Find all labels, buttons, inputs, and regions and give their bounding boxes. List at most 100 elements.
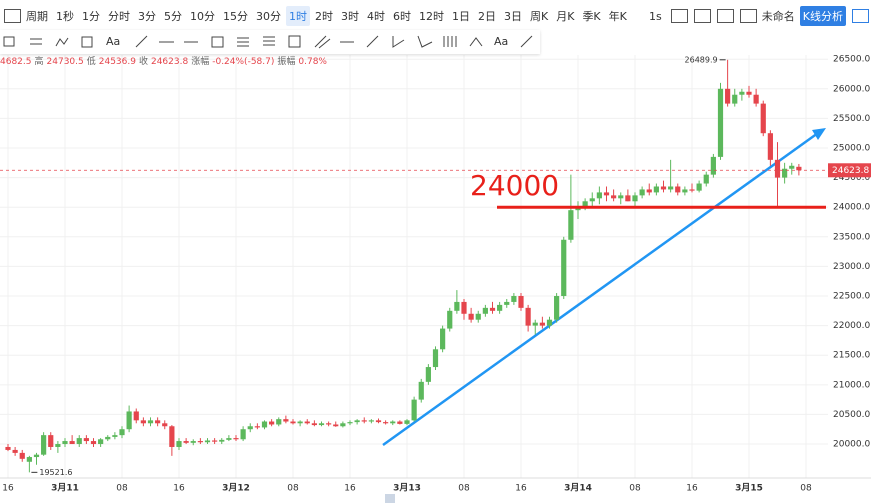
tool-box[interactable] xyxy=(81,36,93,48)
candle-body xyxy=(276,419,282,425)
tool-angle[interactable] xyxy=(469,37,483,47)
period-label[interactable]: 周期 xyxy=(26,10,48,23)
period-option[interactable]: 6时 xyxy=(393,10,411,23)
y-tick-label: 26500.0 xyxy=(833,55,870,65)
last-price-tag xyxy=(828,163,871,178)
candle-body xyxy=(76,438,82,445)
tool-channel[interactable] xyxy=(314,35,327,48)
x-tick-label: 16 xyxy=(2,484,14,494)
candle-body xyxy=(739,91,745,95)
tool-text[interactable]: Aa xyxy=(494,35,508,48)
candle-body xyxy=(425,367,431,382)
max-label: 26489.9 xyxy=(685,55,718,64)
candle-body xyxy=(62,441,68,445)
period-option[interactable]: 15分 xyxy=(223,10,248,23)
y-tick-label: 25000.0 xyxy=(833,144,870,154)
candle-body xyxy=(717,88,724,157)
candle-body xyxy=(689,189,695,191)
candle-body xyxy=(219,439,225,442)
candle-body xyxy=(5,446,11,450)
y-tick-label: 20500.0 xyxy=(833,410,870,420)
period-option[interactable]: 3时 xyxy=(341,10,359,23)
period-option[interactable]: 3分 xyxy=(138,10,156,23)
period-option[interactable]: 1秒 xyxy=(56,10,74,23)
candle-body xyxy=(390,421,396,424)
trend-arrow xyxy=(812,128,826,140)
candle-body xyxy=(582,201,588,208)
period-option[interactable]: 1日 xyxy=(452,10,470,23)
period-option[interactable]: 2日 xyxy=(478,10,496,23)
candle-body xyxy=(368,420,374,422)
candle-body xyxy=(732,94,738,104)
candle-body xyxy=(226,438,232,440)
fullscreen-icon[interactable] xyxy=(716,9,734,23)
tool-arrow[interactable] xyxy=(366,35,379,48)
tool-pitch[interactable] xyxy=(417,35,433,48)
tool-rect2[interactable] xyxy=(211,36,224,48)
tool-fan[interactable] xyxy=(392,36,405,48)
candle-body xyxy=(140,420,146,424)
candle-body xyxy=(155,420,161,424)
hline-label: 24000 xyxy=(470,169,559,202)
x-tick-label: 16 xyxy=(344,484,356,494)
y-tick-label: 24500.0 xyxy=(833,173,870,183)
candle-body xyxy=(311,423,317,426)
tool-frame[interactable] xyxy=(288,35,301,48)
candle-body xyxy=(190,441,196,443)
info-item: 涨幅 xyxy=(191,57,210,67)
y-tick-label: 21000.0 xyxy=(833,380,870,390)
candle-body xyxy=(126,411,132,430)
candle-body xyxy=(789,165,795,169)
tool-line[interactable] xyxy=(135,35,148,48)
period-option[interactable]: 季K xyxy=(582,10,601,23)
tool-channel[interactable] xyxy=(318,38,331,49)
edit-icon[interactable] xyxy=(693,9,711,23)
candle-body xyxy=(240,429,246,440)
candle-body xyxy=(69,441,75,445)
x-tick-label: 08 xyxy=(458,484,470,494)
period-option[interactable]: 2时 xyxy=(315,10,333,23)
y-tick-label: 25500.0 xyxy=(833,114,870,124)
top-toolbar: 周期 1秒 1分 分时 3分 5分 10分 15分 30分 1时 2时 3时 4时 6时 12时 1日 2日 3… xyxy=(0,0,871,32)
layout-name[interactable]: 未命名 xyxy=(761,10,795,23)
layout-icon[interactable] xyxy=(4,9,21,23)
candle-body xyxy=(254,426,260,428)
candle-body xyxy=(169,426,175,447)
last-price-label: 24623.8 xyxy=(832,166,869,176)
period-option[interactable]: 周K xyxy=(530,10,549,23)
interval[interactable]: 1s xyxy=(649,9,662,23)
candle-body xyxy=(233,438,239,440)
period-option[interactable]: 3日 xyxy=(504,10,522,23)
analysis-button[interactable]: K线分析 xyxy=(799,6,846,26)
camera-icon[interactable] xyxy=(670,9,688,23)
y-tick-label: 20000.0 xyxy=(833,440,870,450)
candle-body xyxy=(668,186,674,190)
period-option[interactable]: 12时 xyxy=(419,10,444,23)
tool-wave[interactable] xyxy=(55,37,69,47)
share-icon[interactable] xyxy=(852,9,869,23)
candle-body xyxy=(397,421,403,424)
x-tick-label: 3月12 xyxy=(222,483,250,494)
x-tick-label: 16 xyxy=(173,484,185,494)
period-option[interactable]: 分时 xyxy=(108,10,130,23)
tool-rect[interactable] xyxy=(3,36,15,47)
period-option[interactable]: 30分 xyxy=(256,10,281,23)
candle-body xyxy=(162,423,168,427)
candle-body xyxy=(611,195,617,199)
info-item: 低 xyxy=(86,57,96,67)
period-option[interactable]: 月K xyxy=(556,10,575,23)
period-option[interactable]: 1时 xyxy=(286,6,310,26)
candle-body xyxy=(112,435,118,437)
tool-measure[interactable] xyxy=(520,35,533,48)
period-option[interactable]: 10分 xyxy=(190,10,215,23)
period-option[interactable]: 年K xyxy=(608,10,627,23)
period-option[interactable]: 5分 xyxy=(164,10,182,23)
candle-body xyxy=(304,421,310,424)
candle-body xyxy=(383,422,389,424)
period-option[interactable]: 4时 xyxy=(367,10,385,23)
tool-text[interactable]: Aa xyxy=(106,35,120,48)
scroll-handle[interactable] xyxy=(385,494,395,503)
x-tick-label: 16 xyxy=(686,484,698,494)
settings-icon[interactable] xyxy=(739,9,757,23)
period-option[interactable]: 1分 xyxy=(82,10,100,23)
